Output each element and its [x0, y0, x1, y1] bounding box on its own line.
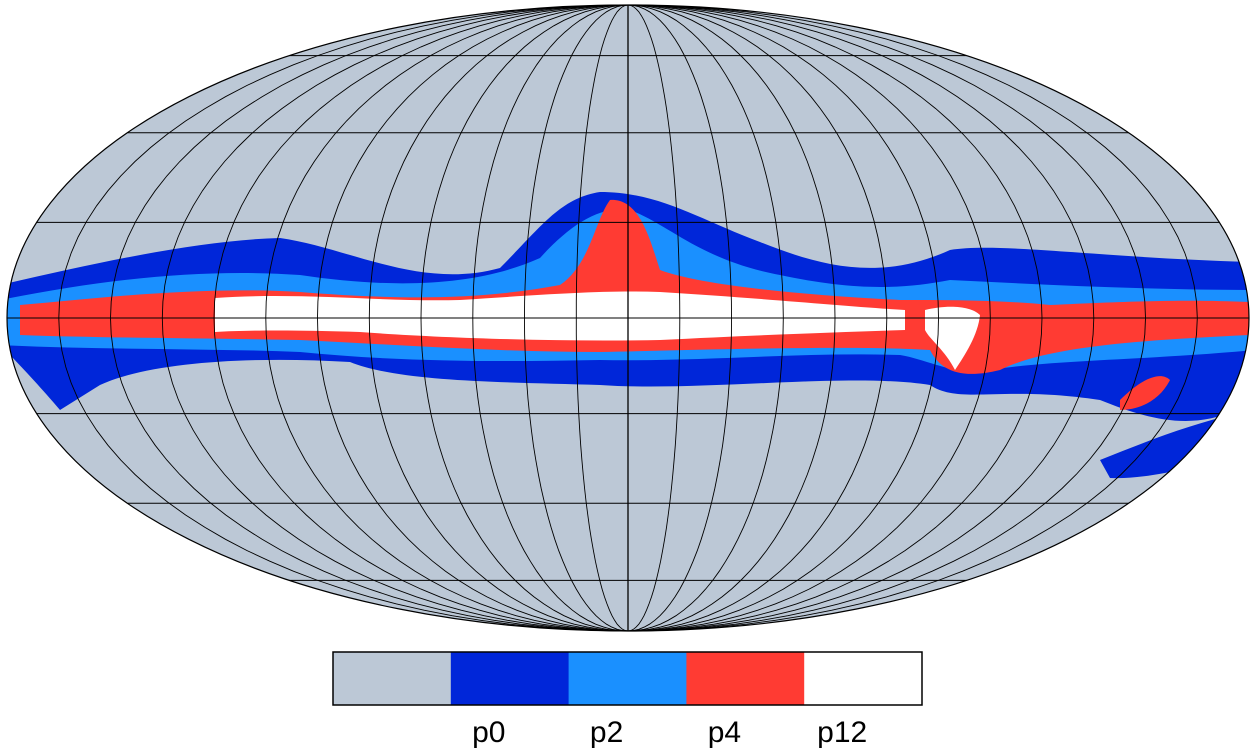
meridian [575, 4, 629, 632]
meridian [58, 4, 629, 632]
meridian [161, 4, 629, 632]
meridian [110, 4, 629, 632]
colorbar-segment [333, 652, 452, 705]
meridian [420, 4, 629, 632]
meridian [627, 4, 888, 632]
colorbar-segment [686, 652, 805, 705]
meridian [472, 4, 629, 632]
colorbar-segment [804, 652, 923, 705]
meridian [627, 4, 732, 632]
meridian [213, 4, 629, 632]
meridian [524, 4, 629, 632]
colorbar-segment [568, 652, 687, 705]
meridian [265, 4, 629, 632]
meridian [317, 4, 629, 632]
meridian [627, 4, 681, 632]
region-level-4 [215, 291, 905, 341]
graticule [7, 4, 1249, 632]
meridian [627, 4, 1146, 632]
colorbar-label: p0 [472, 716, 505, 749]
colorbar-segment [450, 652, 570, 705]
meridian [627, 4, 1198, 632]
meridian [627, 4, 784, 632]
colorbar-label: p2 [590, 716, 623, 749]
colorbar: p0 p2 p4 p12 [333, 652, 923, 749]
colorbar-frame [332, 651, 923, 706]
meridian [368, 4, 629, 632]
meridian [627, 4, 991, 632]
meridian [627, 4, 939, 632]
colorbar-label: p4 [708, 716, 741, 749]
meridian [627, 4, 1095, 632]
region-level-3 [1120, 376, 1170, 410]
meridian [627, 4, 836, 632]
meridian [627, 4, 1043, 632]
map-outline [6, 4, 1250, 632]
colorbar-label: p12 [817, 716, 867, 749]
